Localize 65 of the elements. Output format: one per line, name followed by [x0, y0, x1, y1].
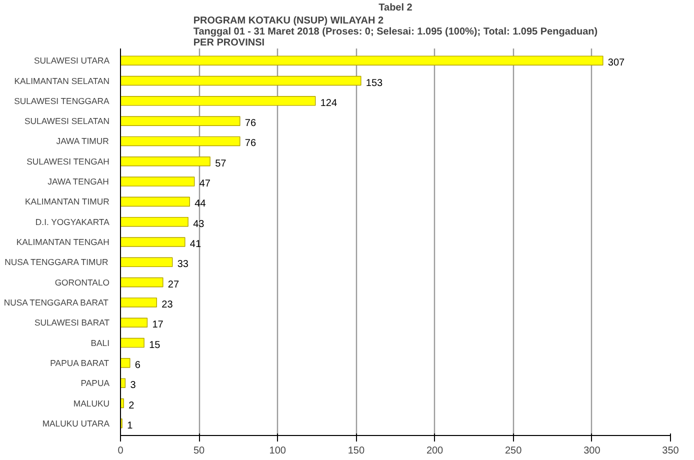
x-tick-label: 0 — [118, 446, 124, 456]
y-tick-label: PAPUA BARAT — [50, 358, 110, 368]
data-label: 3 — [130, 380, 136, 392]
data-label: 2 — [128, 400, 135, 412]
bar — [120, 358, 130, 368]
bar — [120, 176, 195, 186]
data-label: 41 — [190, 239, 202, 250]
x-tick-label: 350 — [662, 446, 680, 456]
data-label: 23 — [162, 299, 174, 310]
bar — [120, 116, 240, 126]
y-tick-label: GORONTALO — [54, 277, 110, 288]
x-tick-label: 300 — [584, 446, 601, 456]
data-label: 76 — [244, 118, 256, 130]
chart-title: Tabel 2 — [378, 2, 413, 14]
y-tick-label: KALIMANTAN SELATAN — [14, 76, 110, 86]
x-tick-label: 150 — [348, 446, 365, 456]
bar — [120, 136, 240, 146]
bar — [120, 298, 157, 308]
y-tick-label: SULAWESI UTARA — [34, 56, 110, 66]
data-label: 153 — [366, 78, 384, 89]
bar — [120, 318, 148, 328]
y-tick-label: SULAWESI SELATAN — [24, 116, 110, 126]
y-tick-label: SULAWESI TENGAH — [26, 156, 110, 166]
x-tick-label: 100 — [269, 446, 286, 456]
data-label: 15 — [149, 340, 161, 351]
y-tick-label: PAPUA — [80, 378, 110, 388]
data-label: 44 — [194, 198, 206, 210]
bar — [120, 76, 362, 86]
y-tick-label: BALI — [90, 338, 110, 348]
bar — [120, 378, 126, 388]
x-tick-label: 250 — [505, 446, 522, 456]
bar — [120, 338, 144, 348]
bar — [120, 257, 173, 268]
data-label: 57 — [215, 158, 227, 170]
data-label: 6 — [134, 360, 141, 371]
bar — [120, 156, 210, 166]
y-tick-label: SULAWESI TENGGARA — [14, 96, 110, 106]
x-tick-label: 50 — [194, 446, 206, 456]
y-tick-label: D.I. YOGYAKARTA — [35, 216, 110, 227]
data-label: 47 — [199, 178, 211, 190]
y-tick-label: KALIMANTAN TIMUR — [25, 196, 110, 207]
bar — [120, 96, 316, 106]
y-tick-label: JAWA TIMUR — [56, 136, 109, 146]
y-tick-label: KALIMANTAN TENGAH — [16, 237, 110, 247]
y-tick-label: NUSA TENGGARA BARAT — [4, 297, 110, 308]
data-label: 76 — [244, 138, 256, 150]
y-tick-label: SULAWESI BARAT — [34, 318, 110, 328]
bar — [120, 237, 186, 247]
y-tick-label: MALUKU UTARA — [42, 418, 110, 428]
data-label: 307 — [608, 58, 626, 69]
data-label: 17 — [152, 320, 164, 331]
chart-subtitle: PROGRAM KOTAKU (NSUP) WILAYAH 2 Tanggal 01 - 31 Maret 2018 (Proses: 0; Selesai: 1.095 (100%); Total: 1.095 Pengaduan) PER PROVINSI — [193, 16, 598, 48]
data-label: 43 — [193, 218, 205, 230]
bar — [120, 216, 188, 227]
bar — [120, 196, 190, 207]
data-label: 1 — [127, 420, 134, 432]
data-label: 124 — [320, 98, 338, 109]
y-tick-label: MALUKU — [73, 398, 110, 408]
bar — [120, 277, 164, 288]
y-tick-label: JAWA TENGAH — [48, 176, 109, 187]
bar — [120, 56, 604, 66]
x-tick-label: 200 — [426, 446, 444, 456]
data-label: 33 — [177, 259, 189, 270]
y-tick-label: NUSA TENGGARA TIMUR — [4, 257, 108, 268]
data-label: 27 — [168, 279, 180, 290]
